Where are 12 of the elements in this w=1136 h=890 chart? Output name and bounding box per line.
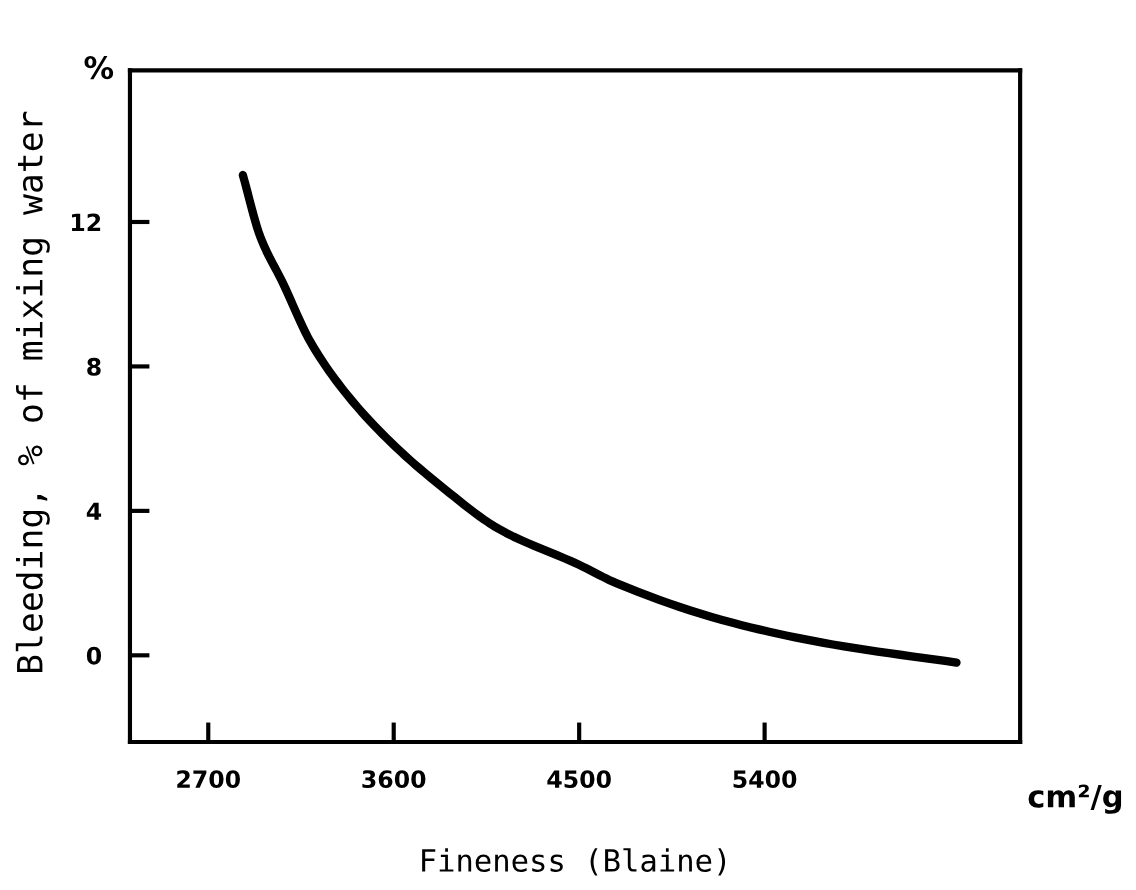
x-axis-title: Fineness (Blaine)	[422, 848, 726, 876]
y-axis-title: Bleeding, % of mixing water	[15, 111, 50, 673]
x-tick-label: 2700	[177, 770, 240, 789]
text: cm²/g	[1028, 784, 1122, 814]
x-tick-label: 3600	[362, 770, 426, 789]
x-tick-label: 4500	[547, 770, 611, 789]
x-tick-label: 5400	[733, 770, 797, 789]
y-tick-label: 8	[87, 357, 101, 376]
y-tick-label: 4	[86, 502, 102, 520]
text: %	[84, 56, 114, 80]
y-tick-label: 0	[86, 646, 102, 665]
y-tick-label: 12	[71, 213, 101, 231]
